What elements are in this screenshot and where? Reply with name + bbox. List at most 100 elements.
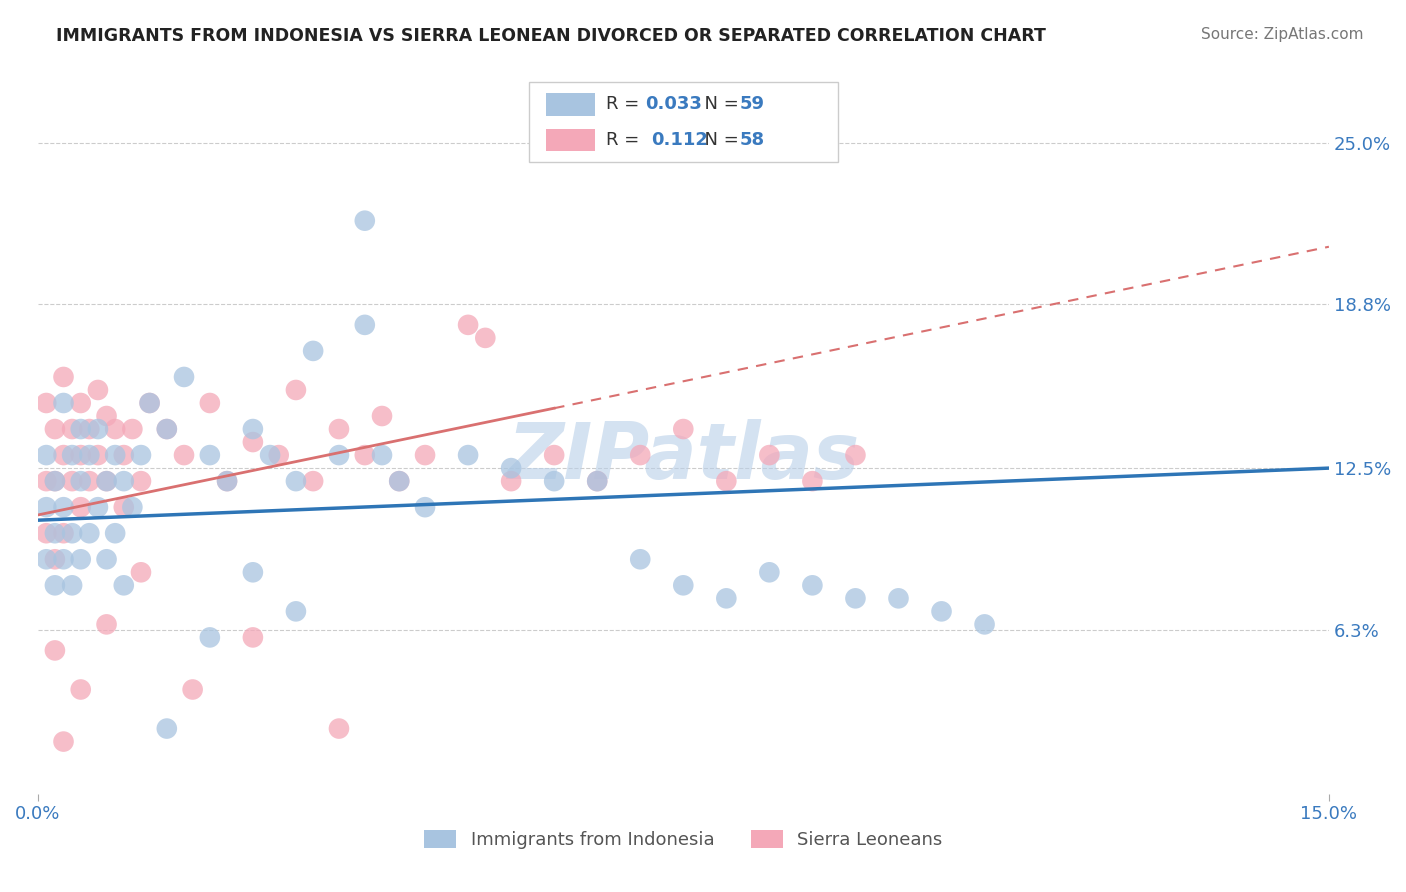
Point [60, 422, 83, 436]
Point [69, 396, 91, 410]
Point [112, 448, 135, 462]
Point [60, 526, 83, 541]
Point [52, 552, 75, 566]
Point [44, 526, 66, 541]
Point [181, 682, 204, 697]
Text: N =: N = [693, 131, 745, 149]
Point [96, 617, 118, 632]
Point [35, 448, 58, 462]
Point [413, 448, 436, 462]
Point [242, 435, 264, 450]
Point [801, 474, 824, 488]
Point [931, 604, 953, 618]
Point [52, 500, 75, 515]
Legend: Immigrants from Indonesia, Sierra Leoneans: Immigrants from Indonesia, Sierra Leonea… [416, 822, 950, 856]
Point [242, 566, 264, 580]
Point [284, 474, 307, 488]
Point [35, 552, 58, 566]
Point [543, 448, 565, 462]
Point [844, 591, 866, 606]
Point [87, 448, 110, 462]
Point [457, 448, 479, 462]
Point [35, 474, 58, 488]
Point [60, 448, 83, 462]
Point [52, 396, 75, 410]
Point [328, 722, 350, 736]
Point [121, 422, 143, 436]
Point [844, 448, 866, 462]
Point [173, 370, 195, 384]
Point [267, 448, 290, 462]
Point [96, 474, 118, 488]
Point [69, 422, 91, 436]
Point [586, 474, 609, 488]
Point [543, 474, 565, 488]
Point [353, 448, 375, 462]
Point [716, 591, 738, 606]
Point [628, 552, 651, 566]
Point [60, 474, 83, 488]
Text: IMMIGRANTS FROM INDONESIA VS SIERRA LEONEAN DIVORCED OR SEPARATED CORRELATION CH: IMMIGRANTS FROM INDONESIA VS SIERRA LEON… [56, 27, 1046, 45]
Point [672, 422, 695, 436]
Point [35, 500, 58, 515]
Point [79, 474, 101, 488]
Point [79, 422, 101, 436]
Point [129, 474, 152, 488]
Point [758, 448, 780, 462]
Point [44, 552, 66, 566]
Point [138, 396, 160, 410]
Point [887, 591, 910, 606]
Point [259, 448, 281, 462]
Point [96, 474, 118, 488]
Point [198, 396, 221, 410]
Point [52, 734, 75, 748]
Point [52, 526, 75, 541]
Point [801, 578, 824, 592]
Point [328, 422, 350, 436]
Text: 59: 59 [740, 95, 765, 113]
Point [302, 474, 325, 488]
Point [69, 552, 91, 566]
Point [371, 448, 394, 462]
Point [353, 318, 375, 332]
Point [104, 526, 127, 541]
Point [87, 500, 110, 515]
Point [112, 578, 135, 592]
Point [156, 422, 179, 436]
Point [215, 474, 238, 488]
Point [44, 474, 66, 488]
Text: R =: R = [606, 95, 645, 113]
Point [69, 448, 91, 462]
Point [104, 422, 127, 436]
Point [79, 448, 101, 462]
Point [284, 604, 307, 618]
Point [112, 474, 135, 488]
Point [302, 343, 325, 358]
Text: 58: 58 [740, 131, 765, 149]
Point [35, 396, 58, 410]
Text: 0.033: 0.033 [645, 95, 702, 113]
Point [121, 500, 143, 515]
Text: Source: ZipAtlas.com: Source: ZipAtlas.com [1201, 27, 1364, 42]
Point [215, 474, 238, 488]
Point [388, 474, 411, 488]
Point [973, 617, 995, 632]
Point [60, 578, 83, 592]
Point [87, 383, 110, 397]
Point [242, 422, 264, 436]
Point [353, 213, 375, 227]
Point [388, 474, 411, 488]
Point [156, 422, 179, 436]
Point [413, 500, 436, 515]
Point [672, 578, 695, 592]
Point [69, 474, 91, 488]
Point [586, 474, 609, 488]
Point [716, 474, 738, 488]
Point [371, 409, 394, 423]
Point [79, 526, 101, 541]
Point [44, 578, 66, 592]
Point [44, 474, 66, 488]
Point [129, 566, 152, 580]
Point [129, 448, 152, 462]
Point [138, 396, 160, 410]
